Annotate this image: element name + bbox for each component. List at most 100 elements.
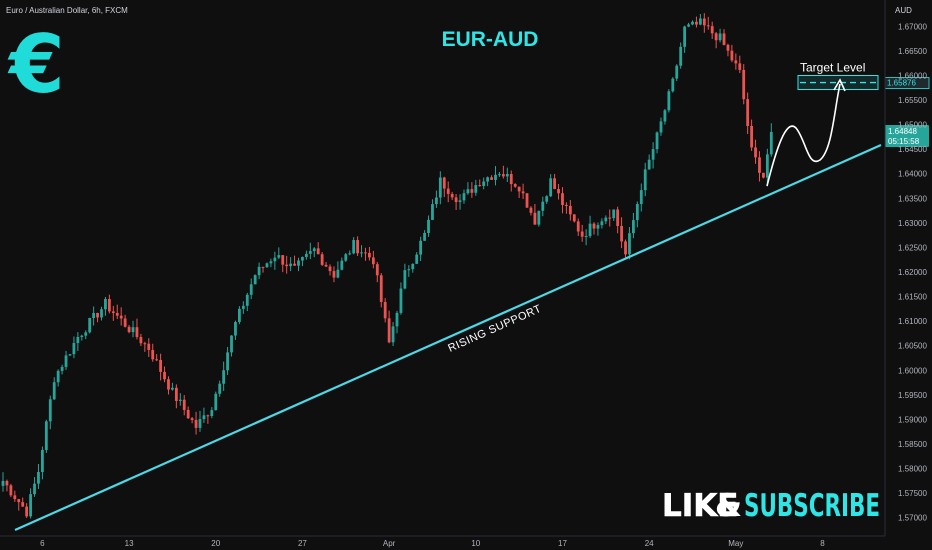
candle-body [245,294,249,306]
candle-body [561,193,564,205]
candle-body [238,308,241,323]
candle-body [13,495,17,500]
candle-body [285,264,289,267]
candle-body [167,379,170,390]
candle-body [383,301,387,319]
candle-body [572,214,576,222]
candle-body [679,46,683,66]
projection-arrow-icon [833,78,846,92]
target-label: Target Level [800,61,865,75]
candle-body [501,174,505,177]
candle-body [76,337,80,344]
candle-body [758,157,761,173]
candle-body [403,270,407,289]
time-tick-label: Apr [383,539,396,548]
candle-body [438,177,442,198]
candle-body [44,421,48,451]
candle-body [442,177,446,189]
price-tick-label: 1.60500 [898,342,927,351]
candle-body [407,269,411,271]
candle-body [80,335,84,338]
candle-body [56,370,60,383]
candle-body [5,480,9,486]
candle-body [639,190,643,205]
candle-body [171,387,174,390]
candle-body [762,172,765,178]
candle-body [139,336,143,344]
candle-body [371,257,375,265]
candle-body [458,200,462,202]
candle-body [470,189,474,193]
candle-body [293,263,296,266]
like-subscribe-banner[interactable]: LIKE & SUBSCRIBE [662,488,880,525]
candle-body [265,263,269,268]
candle-body [33,483,36,495]
candle-body [289,263,293,267]
candle-body [596,225,600,229]
price-tick-label: 1.66500 [898,47,927,56]
candle-body [115,313,119,316]
rising-support-line[interactable] [14,143,882,532]
candle-body [423,233,426,241]
candle-body [588,223,592,237]
symbol-title: Euro / Australian Dollar, 6h, FXCM [6,6,128,15]
candle-body [553,178,556,189]
candle-body [190,418,194,420]
candle-body [691,21,694,25]
candle-body [88,318,92,333]
candle-body [647,159,651,170]
currency-unit: AUD [895,6,912,15]
cta-amp: & [715,488,742,524]
candle-body [482,181,486,186]
candle-body [356,240,359,254]
candle-body [549,178,553,197]
price-tick-label: 1.59000 [898,415,927,424]
price-axis: 1.67000 1.66500 1.66000 1.65500 1.65000 1.645… [884,0,927,536]
euro-logo-icon: € [7,18,65,111]
time-tick-label: 24 [645,539,654,548]
candle-body [450,193,454,198]
candle-body [104,299,107,310]
candle-body [600,221,604,226]
candle-body [584,236,588,238]
candle-body [375,264,379,276]
candle-body [698,18,702,25]
candle-body [592,223,596,229]
candle-body [277,255,281,258]
candle-body [616,209,620,226]
candle-body [230,335,233,353]
candle-body [222,370,226,384]
time-tick-label: 10 [471,539,480,548]
candle-body [612,209,616,219]
candle-body [478,185,482,187]
candle-body [360,252,363,254]
candle-body [352,240,356,254]
candle-body [218,383,222,394]
time-tick-label: 27 [298,539,307,548]
price-tick-label: 1.57000 [898,514,927,523]
price-tick-label: 1.61500 [898,293,927,302]
candle-body [281,255,285,265]
price-tick-label: 1.66000 [898,71,927,80]
candle-body [9,485,13,496]
candle-body [529,207,533,213]
candle-body [364,252,367,254]
candle-body [21,502,25,507]
candle-body [127,326,131,333]
support-label: RISING SUPPORT [446,303,543,355]
candle-body [462,193,466,201]
candle-body [301,257,304,261]
candle-body [206,415,210,417]
candle-body [742,69,746,100]
candle-body [214,393,218,411]
candle-body [427,219,430,234]
candle-body [324,264,328,267]
candle-body [710,26,714,34]
candle-body [368,252,371,258]
candle-body [316,248,320,255]
candle-body [651,149,655,160]
candle-body [702,18,706,26]
price-tick-label: 1.61000 [898,317,927,326]
